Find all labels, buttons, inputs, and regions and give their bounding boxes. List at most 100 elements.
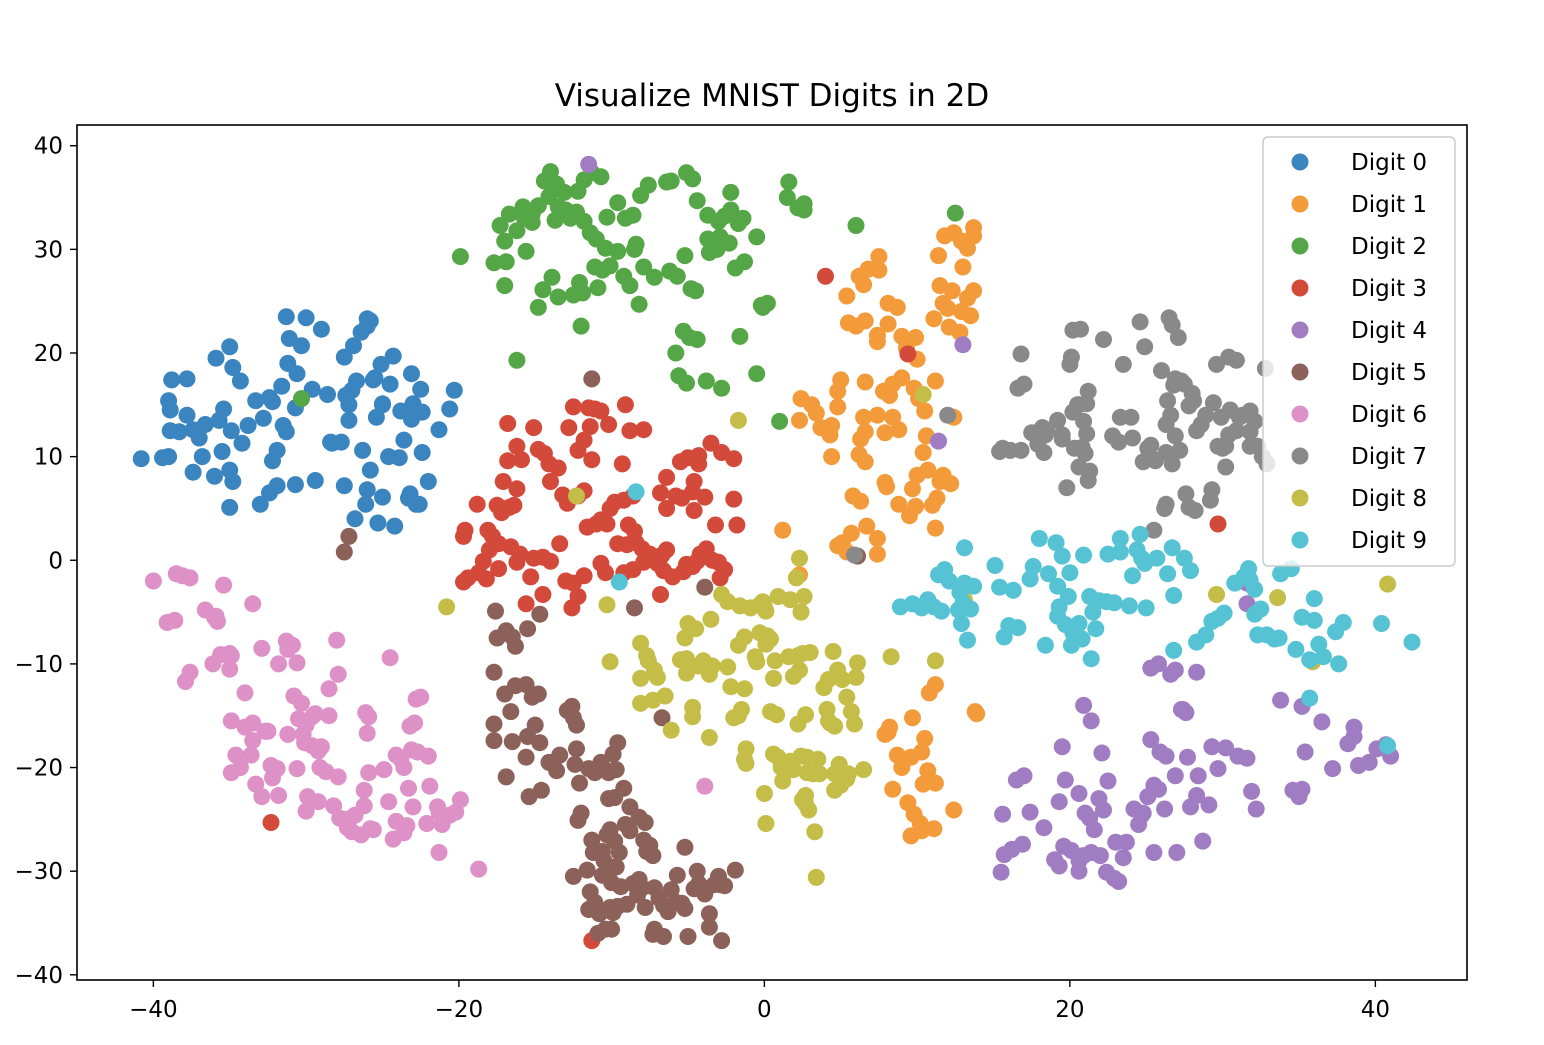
point-digit-8 <box>914 386 932 403</box>
point-digit-9 <box>952 615 970 632</box>
point-digit-2 <box>678 374 695 392</box>
legend-marker <box>1291 237 1309 255</box>
point-digit-3 <box>470 564 488 582</box>
point-digit-5 <box>572 804 590 822</box>
point-digit-9 <box>954 594 972 612</box>
point-digit-4 <box>1293 780 1311 798</box>
point-digit-1 <box>876 474 894 491</box>
point-digit-2 <box>586 258 604 276</box>
point-digit-8 <box>662 721 680 739</box>
point-digit-4 <box>1313 713 1331 731</box>
point-digit-2 <box>748 365 766 383</box>
point-digit-8 <box>791 661 808 679</box>
point-digit-9 <box>986 557 1004 574</box>
point-digit-1 <box>893 369 911 387</box>
point-digit-8 <box>1269 589 1287 607</box>
plot-points <box>132 155 1421 950</box>
point-digit-8 <box>769 588 787 605</box>
point-digit-5 <box>564 867 582 885</box>
point-digit-1 <box>904 709 921 727</box>
point-digit-0 <box>178 406 196 424</box>
point-digit-4 <box>1117 833 1135 851</box>
point-digit-2 <box>609 242 627 260</box>
point-digit-4 <box>1177 704 1195 722</box>
point-digit-2 <box>684 170 702 188</box>
x-tick-label: −40 <box>129 997 178 1023</box>
point-digit-3 <box>592 402 610 420</box>
point-digit-6 <box>696 777 714 795</box>
point-digit-1 <box>884 780 902 798</box>
point-digit-2 <box>734 209 752 227</box>
point-digit-0 <box>251 495 269 513</box>
point-digit-3 <box>728 516 746 534</box>
point-digit-1 <box>959 289 976 307</box>
point-digit-8 <box>754 593 772 611</box>
point-digit-6 <box>418 815 436 832</box>
point-digit-0 <box>178 370 196 388</box>
point-digit-1 <box>930 247 947 265</box>
point-digit-9 <box>1111 543 1129 561</box>
point-digit-5 <box>526 716 544 734</box>
point-digit-7 <box>1177 485 1195 503</box>
point-digit-6 <box>283 636 301 654</box>
point-digit-6 <box>375 761 393 779</box>
point-digit-3 <box>619 516 637 534</box>
point-digit-4 <box>1296 743 1314 761</box>
point-digit-5 <box>653 709 671 727</box>
point-digit-9 <box>1165 641 1183 659</box>
plot-frame <box>76 124 1468 981</box>
point-digit-5 <box>506 637 524 655</box>
point-digit-4 <box>1238 749 1256 767</box>
point-digit-3 <box>597 564 614 582</box>
point-digit-2 <box>713 379 731 397</box>
point-digit-8 <box>768 706 786 724</box>
point-digit-4 <box>1247 800 1265 818</box>
point-digit-8 <box>818 701 836 718</box>
point-digit-2 <box>571 274 588 291</box>
point-digit-1 <box>907 329 925 346</box>
point-digit-3 <box>581 418 599 436</box>
point-digit-0 <box>273 377 291 395</box>
point-digit-7 <box>1203 481 1221 499</box>
point-digit-1 <box>926 774 944 792</box>
point-digit-8 <box>806 823 824 841</box>
point-digit-3 <box>621 422 639 440</box>
point-digit-8 <box>678 650 695 668</box>
point-digit-0 <box>268 441 286 459</box>
point-digit-1 <box>928 489 946 507</box>
point-digit-1 <box>893 759 911 776</box>
point-digit-3 <box>635 553 653 571</box>
point-digit-5 <box>529 685 547 703</box>
point-digit-8 <box>656 687 674 705</box>
point-digit-3 <box>517 595 535 613</box>
point-digit-7 <box>1142 436 1160 454</box>
point-digit-6 <box>341 809 359 827</box>
point-digit-3 <box>658 468 676 486</box>
point-digit-4 <box>1179 748 1196 766</box>
point-digit-3 <box>499 415 517 432</box>
point-digit-2 <box>496 277 514 295</box>
point-digit-4 <box>1015 767 1033 785</box>
point-digit-6 <box>328 631 346 649</box>
point-digit-0 <box>160 448 178 466</box>
point-digit-7 <box>1110 433 1128 451</box>
point-digit-8 <box>849 654 866 672</box>
point-digit-8 <box>755 785 773 802</box>
point-digit-0 <box>312 320 330 338</box>
point-digit-6 <box>231 759 249 776</box>
point-digit-8 <box>765 669 782 687</box>
point-digit-8 <box>729 411 747 429</box>
point-digit-6 <box>358 724 376 742</box>
point-digit-7 <box>1166 427 1184 445</box>
point-digit-6 <box>268 760 286 778</box>
point-digit-1 <box>925 310 943 328</box>
point-digit-2 <box>668 267 686 285</box>
point-digit-6 <box>306 705 324 723</box>
point-digit-1 <box>879 315 897 333</box>
point-digit-1 <box>858 517 876 535</box>
point-digit-5 <box>335 543 353 561</box>
point-digit-5 <box>700 905 718 923</box>
point-digit-2 <box>497 253 515 271</box>
point-digit-7 <box>1095 331 1112 348</box>
point-digit-1 <box>823 448 841 466</box>
